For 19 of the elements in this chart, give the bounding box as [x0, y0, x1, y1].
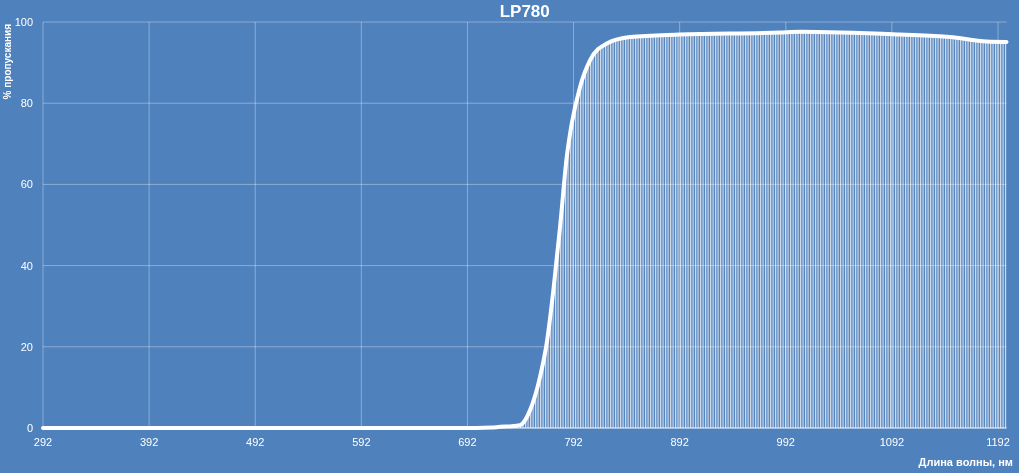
x-axis-title: Длина волны, нм — [918, 456, 1013, 468]
y-tick-label: 80 — [20, 97, 33, 110]
y-tick-label: 60 — [20, 178, 33, 191]
x-tick-label: 292 — [33, 436, 53, 448]
y-tick-label: 0 — [26, 422, 33, 434]
y-axis-title: % пропускания — [2, 23, 13, 100]
y-tick-label: 40 — [20, 259, 33, 272]
y-tick-label: 100 — [14, 16, 33, 28]
x-tick-label: 1192 — [986, 436, 1010, 448]
x-tick-label: 1092 — [879, 436, 905, 448]
x-tick-label: 892 — [670, 436, 689, 448]
x-tick-label: 592 — [352, 436, 371, 448]
y-tick-label: 20 — [20, 340, 33, 353]
x-tick-label: 492 — [246, 436, 265, 448]
x-tick-label: 392 — [139, 436, 159, 448]
x-tick-label: 992 — [776, 436, 795, 448]
x-tick-label: 692 — [458, 436, 477, 448]
chart-title: LP780 — [499, 2, 550, 21]
x-tick-label: 792 — [564, 436, 583, 448]
